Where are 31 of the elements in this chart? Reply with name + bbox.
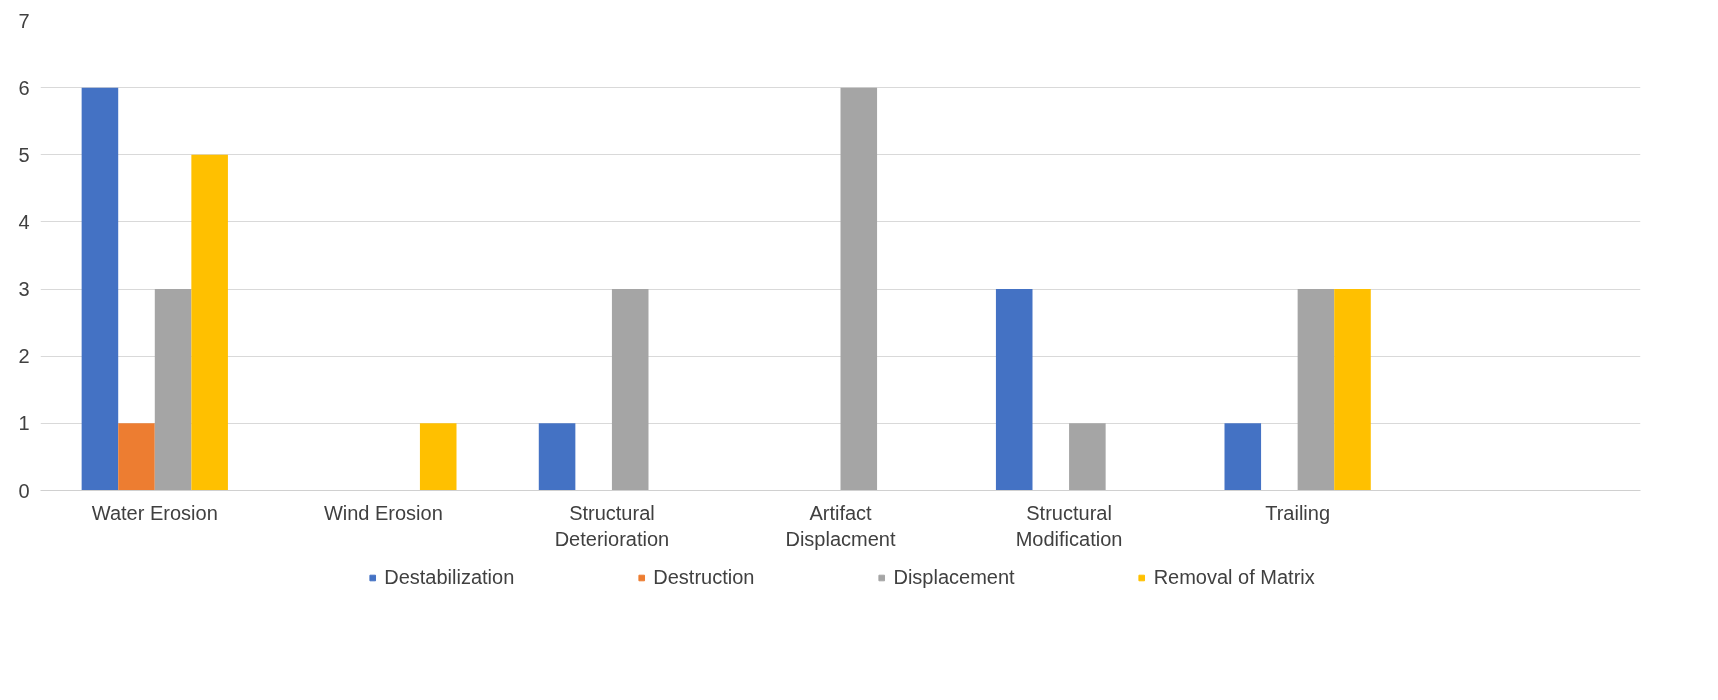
x-tick-label: Trailing (1265, 501, 1331, 524)
y-tick-label: 1 (18, 412, 30, 435)
x-tick-label: Structural Modification (1015, 501, 1123, 550)
legend-label: Destruction (653, 565, 755, 589)
y-tick-label: 7 (18, 9, 30, 32)
x-tick-label: Wind Erosion (323, 501, 443, 524)
x-tick-label: Structural Deterioration (554, 501, 670, 550)
bar (1069, 423, 1106, 491)
bar (995, 289, 1033, 491)
y-tick-label: 6 (18, 76, 30, 99)
legend-label: Displacement (893, 565, 1015, 589)
y-tick-label: 4 (18, 210, 30, 233)
y-tick-label: 0 (18, 479, 30, 502)
x-tick-label: Artifact Displacment (785, 501, 896, 550)
bar (1224, 423, 1262, 491)
bar (419, 423, 457, 491)
legend-label: Destabilization (384, 565, 515, 589)
bar (154, 289, 192, 491)
y-tick-label: 3 (18, 278, 30, 301)
y-tick-label: 5 (18, 143, 30, 166)
bar (611, 289, 649, 491)
legend-label: Removal of Matrix (1153, 565, 1315, 589)
bar (1297, 289, 1335, 491)
bar (538, 423, 576, 491)
bar (191, 154, 228, 491)
bar (1334, 289, 1371, 491)
bar (118, 423, 155, 491)
x-tick-label: Water Erosion (91, 501, 218, 524)
bar (840, 87, 878, 491)
y-tick-label: 2 (18, 345, 30, 368)
bar (81, 87, 119, 491)
